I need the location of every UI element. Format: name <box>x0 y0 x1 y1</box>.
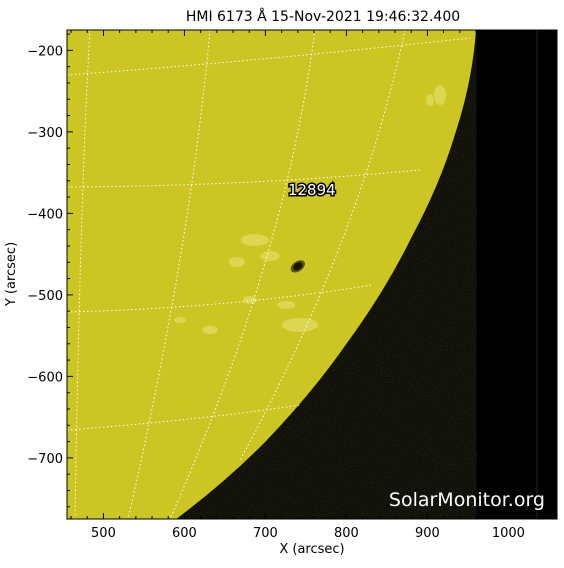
sunspot <box>290 260 305 273</box>
image-title: HMI 6173 Å 15-Nov-2021 19:46:32.400 <box>186 8 460 25</box>
y-tick-label: −200 <box>27 44 63 59</box>
plot-frame <box>66 29 558 520</box>
y-axis-label: Y (arcsec) <box>4 242 19 307</box>
grid-line <box>67 404 301 431</box>
x-axis-label: X (arcsec) <box>279 542 344 557</box>
y-tick-label: −300 <box>27 126 63 141</box>
y-tick-label: −400 <box>27 207 63 222</box>
plage-regions <box>174 85 446 334</box>
grid-line <box>67 169 421 188</box>
grid-line <box>67 37 471 76</box>
plage-patch <box>243 296 257 304</box>
plage-patch <box>174 317 186 323</box>
x-tick-label: 1000 <box>492 526 525 541</box>
x-tick-label: 600 <box>172 526 197 541</box>
watermark: SolarMonitor.org <box>389 489 545 511</box>
plage-patch <box>434 85 446 105</box>
disk-texture <box>67 30 477 519</box>
plage-patch <box>260 251 280 261</box>
plage-patch <box>241 234 269 246</box>
y-tick-label: −700 <box>27 452 63 467</box>
x-tick-label: 700 <box>253 526 278 541</box>
x-tick-label: 800 <box>334 526 359 541</box>
plage-patch <box>202 326 218 334</box>
y-tick-label: −600 <box>27 370 63 385</box>
heliographic-grid <box>67 30 471 519</box>
sunspot-umbra <box>293 262 303 271</box>
plage-patch <box>229 257 245 267</box>
grid-line <box>127 30 211 519</box>
plage-patch <box>426 94 434 106</box>
active-region-label: 12894 <box>288 181 336 199</box>
x-axis: 500 600 700 800 900 1000 <box>70 30 542 541</box>
grid-line <box>67 284 373 313</box>
y-tick-label: −500 <box>27 289 63 304</box>
plage-patch <box>282 318 318 332</box>
x-tick-label: 500 <box>91 526 116 541</box>
plage-patch <box>277 301 295 309</box>
y-axis: −200 −300 −400 −500 −600 −700 <box>27 33 557 508</box>
grid-line <box>74 30 91 519</box>
x-tick-label: 900 <box>415 526 440 541</box>
plot-area <box>67 30 557 519</box>
grid-line <box>169 30 316 519</box>
